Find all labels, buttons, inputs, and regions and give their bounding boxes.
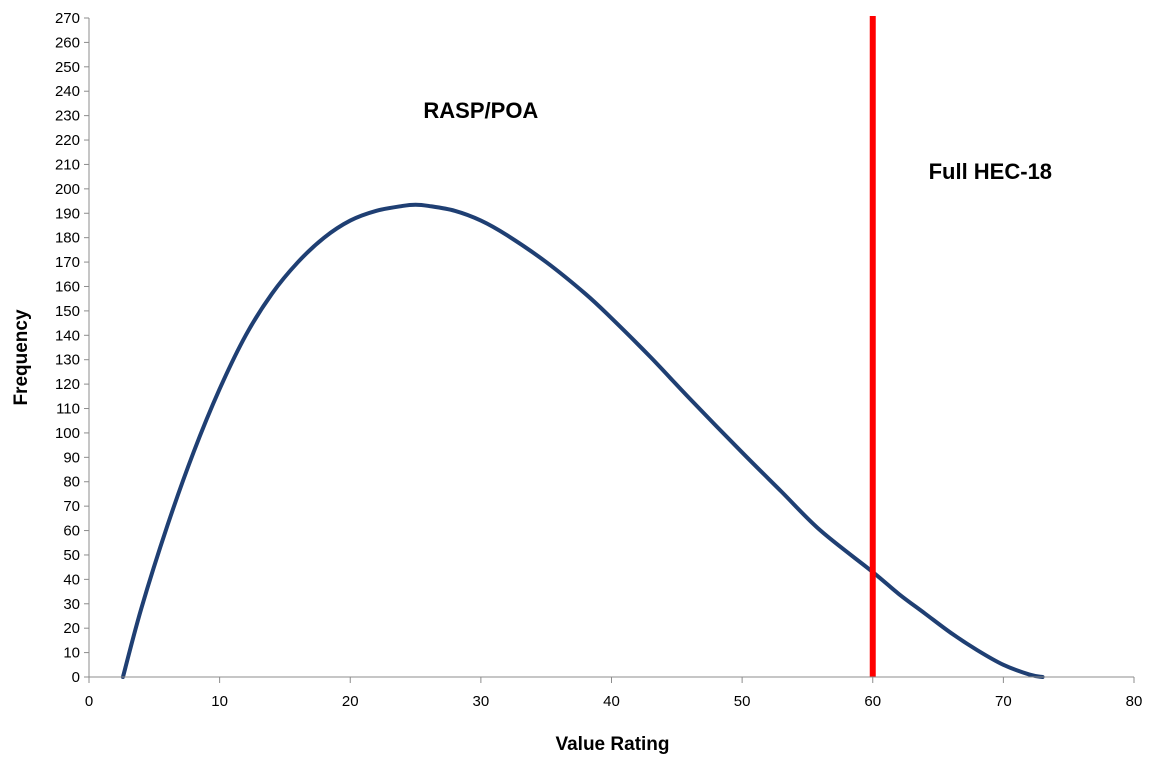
y-axis-title: Frequency	[11, 309, 32, 406]
y-tick-label: 140	[55, 327, 80, 344]
y-tick-label: 120	[55, 376, 80, 393]
y-tick-label: 150	[55, 303, 80, 320]
y-tick-label: 230	[55, 108, 80, 125]
x-axis-title: Value Rating	[555, 734, 669, 755]
x-tick-label: 60	[864, 693, 881, 710]
x-tick-label: 10	[211, 693, 228, 710]
y-tick-label: 90	[63, 449, 80, 466]
y-tick-label: 270	[55, 10, 80, 27]
y-tick-label: 40	[63, 571, 80, 588]
y-tick-label: 0	[72, 669, 80, 686]
y-tick-label: 220	[55, 132, 80, 149]
y-tick-label: 200	[55, 181, 80, 198]
annotation-rasp-poa: RASP/POA	[423, 98, 538, 123]
x-tick-label: 70	[995, 693, 1012, 710]
y-tick-label: 10	[63, 645, 80, 662]
y-tick-label: 50	[63, 547, 80, 564]
y-tick-label: 250	[55, 59, 80, 76]
y-tick-label: 240	[55, 83, 80, 100]
x-tick-label: 0	[85, 693, 93, 710]
x-tick-label: 80	[1126, 693, 1143, 710]
y-tick-label: 190	[55, 205, 80, 222]
y-tick-label: 30	[63, 596, 80, 613]
annotation-full-hec-18: Full HEC-18	[929, 159, 1052, 184]
y-tick-label: 170	[55, 254, 80, 271]
y-tick-label: 260	[55, 34, 80, 51]
y-tick-label: 210	[55, 156, 80, 173]
y-tick-label: 180	[55, 230, 80, 247]
x-tick-label: 40	[603, 693, 620, 710]
y-tick-label: 60	[63, 523, 80, 540]
y-tick-label: 80	[63, 474, 80, 491]
y-tick-label: 160	[55, 278, 80, 295]
y-tick-label: 70	[63, 498, 80, 515]
x-axis-ticks: 0 10 20 30 40 50 60 70 80	[85, 677, 1143, 710]
y-tick-label: 130	[55, 352, 80, 369]
series-line	[120, 202, 1045, 679]
x-tick-label: 30	[473, 693, 490, 710]
y-tick-label: 100	[55, 425, 80, 442]
y-tick-label: 110	[56, 401, 80, 418]
x-tick-label: 20	[342, 693, 359, 710]
y-axis-ticks: 0 10 20 30 40 50 60 70 80 90 100 110 120 130 140 150 160…	[55, 10, 89, 686]
y-tick-label: 20	[63, 620, 80, 637]
x-tick-label: 50	[734, 693, 751, 710]
